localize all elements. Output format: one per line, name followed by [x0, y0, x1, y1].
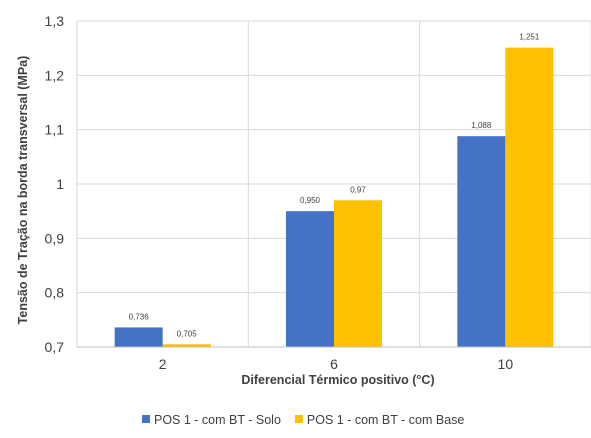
data-label: 1,088	[471, 121, 492, 130]
bar	[334, 200, 382, 347]
data-label: 1,251	[519, 33, 540, 42]
y-tick-label: 0,9	[45, 230, 65, 246]
data-labels: 0,736 0,705 0,950 0,97 1,088 1,251	[129, 33, 540, 339]
y-axis-ticks: 0,7 0,8 0,9 1 1,1 1,2 1,3	[45, 13, 65, 355]
bar	[505, 47, 554, 348]
bar	[114, 327, 163, 347]
grid-lines	[76, 20, 591, 347]
x-tick-label: 6	[330, 356, 338, 372]
y-axis-title: Tensão de Tração na borda transversal (M…	[16, 56, 30, 325]
data-label: 0,97	[350, 185, 366, 194]
y-tick-label: 1,2	[45, 67, 65, 83]
y-tick-label: 0,8	[45, 285, 65, 301]
x-tick-label: 2	[159, 356, 167, 372]
legend-swatch	[142, 415, 150, 423]
legend-swatch	[294, 415, 303, 423]
y-tick-label: 1,3	[45, 13, 65, 29]
x-tick-label: 10	[498, 356, 514, 372]
y-tick-label: 1	[56, 176, 64, 192]
legend-label: POS 1 - com BT - Solo	[154, 413, 281, 427]
bar	[162, 344, 211, 347]
data-label: 0,950	[300, 196, 321, 205]
y-tick-label: 1,1	[45, 122, 65, 138]
bar	[457, 136, 506, 347]
legend-label: POS 1 - com BT - com Base	[307, 413, 465, 427]
bars	[114, 47, 554, 348]
data-label: 0,736	[129, 312, 150, 321]
legend: POS 1 - com BT - Solo POS 1 - com BT - co…	[142, 413, 464, 427]
x-axis-ticks: 2 6 10	[159, 356, 514, 372]
x-axis-title: Diferencial Térmico positivo (°C)	[241, 373, 434, 387]
bar	[286, 211, 334, 347]
data-label: 0,705	[177, 329, 198, 338]
y-tick-label: 0,7	[45, 339, 65, 355]
